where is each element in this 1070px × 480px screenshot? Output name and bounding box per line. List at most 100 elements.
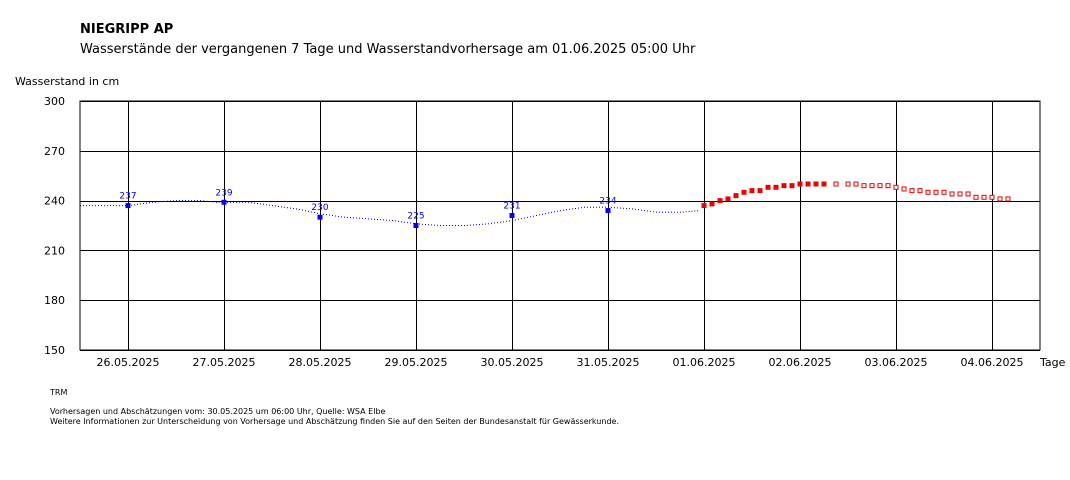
x-tick-label: 01.06.2025 (673, 356, 736, 369)
measured-point (119, 205, 120, 207)
measured-point (533, 215, 534, 217)
measured-point (680, 211, 681, 213)
measured-point (311, 211, 312, 213)
measured-point (554, 211, 555, 213)
measured-point (140, 203, 141, 205)
measured-point (216, 201, 217, 203)
measured-point (584, 206, 585, 208)
measured-point (650, 210, 651, 212)
x-tick-label: 28.05.2025 (289, 356, 352, 369)
measured-point (272, 205, 273, 207)
measured-point (194, 200, 195, 202)
chart-title: NIEGRIPP AP (80, 22, 173, 37)
measured-point (665, 211, 666, 213)
measured-point (452, 225, 453, 226)
measured-point (251, 202, 252, 204)
measured-point (644, 210, 645, 212)
measured-point (590, 206, 591, 208)
measured-point (89, 205, 90, 207)
x-tick-labels: 26.05.2025 27.05.2025 28.05.2025 29.05.2025… (97, 356, 1024, 369)
measured-point (257, 203, 258, 204)
measured-point (425, 224, 426, 225)
forecast-point (717, 198, 723, 204)
measured-point (518, 218, 519, 220)
measured-point (560, 210, 561, 212)
measured-point (179, 200, 180, 202)
estimate-point (893, 184, 899, 190)
measured-point (377, 219, 378, 220)
measured-point (626, 208, 627, 209)
measured-point (110, 205, 111, 207)
x-tick-label: 03.06.2025 (865, 356, 928, 369)
measured-point (395, 220, 396, 222)
measured-point (218, 201, 220, 203)
measured-point (392, 220, 393, 221)
x-tick-label: 30.05.2025 (481, 356, 544, 369)
measured-point (659, 211, 660, 213)
measured-point (284, 206, 285, 208)
measured-point (101, 205, 102, 207)
forecast-point (813, 181, 819, 187)
measured-point (697, 210, 699, 212)
measured-point (200, 200, 201, 202)
measured-point (134, 204, 135, 206)
footer-info: Weitere Informationen zur Unterscheidung… (50, 417, 619, 426)
y-tick-label: 240 (44, 195, 65, 208)
estimate-point (933, 189, 939, 195)
measured-point (221, 201, 223, 203)
measured-point (491, 222, 492, 224)
measured-point (353, 217, 354, 219)
measured-point (176, 200, 177, 202)
forecast-point (781, 183, 787, 189)
measured-point (497, 222, 498, 224)
estimate-point (989, 194, 995, 200)
measured-point (467, 224, 468, 226)
measured-point (170, 200, 171, 202)
measured-point (167, 200, 168, 202)
measured-point (685, 211, 687, 213)
measured-point (344, 216, 345, 218)
measured-point (173, 200, 174, 202)
footer-code: TRM (49, 388, 67, 397)
measured-point (92, 205, 93, 207)
grid (80, 101, 1040, 351)
measured-point (668, 211, 669, 213)
measured-point (164, 200, 165, 202)
measured-point (407, 222, 408, 224)
estimate-point (861, 183, 867, 189)
measured-point (416, 223, 417, 225)
measured-point (682, 211, 684, 213)
measured-point (191, 200, 192, 202)
measured-point (503, 221, 504, 223)
x-tick-label: 31.05.2025 (577, 356, 640, 369)
estimate-point (909, 188, 915, 194)
measured-point (437, 224, 438, 226)
measured-point (263, 203, 264, 205)
x-tick-label: 27.05.2025 (193, 356, 256, 369)
forecast-point (701, 203, 707, 209)
measured-point (158, 201, 159, 203)
measured-point (287, 207, 288, 209)
measured-point (365, 218, 366, 220)
measured-point (98, 205, 99, 207)
measured-point (374, 218, 375, 220)
measured-point (605, 206, 606, 208)
measured-point (362, 217, 363, 219)
measured-point (206, 200, 208, 202)
measured-point (422, 223, 423, 225)
estimate-point (997, 196, 1003, 202)
measured-point (488, 223, 489, 225)
measured-point (260, 203, 261, 205)
measured-point (473, 224, 474, 226)
measured-point (323, 213, 324, 215)
measured-point (242, 201, 243, 203)
measured-point (341, 216, 342, 218)
measured-point (623, 207, 624, 209)
estimate-point (877, 183, 883, 189)
measured-point (380, 219, 381, 221)
forecast-point (821, 181, 827, 187)
measured-point (509, 220, 510, 222)
measured-point (347, 216, 348, 218)
y-tick-label: 210 (44, 244, 65, 257)
measured-point (647, 210, 648, 212)
